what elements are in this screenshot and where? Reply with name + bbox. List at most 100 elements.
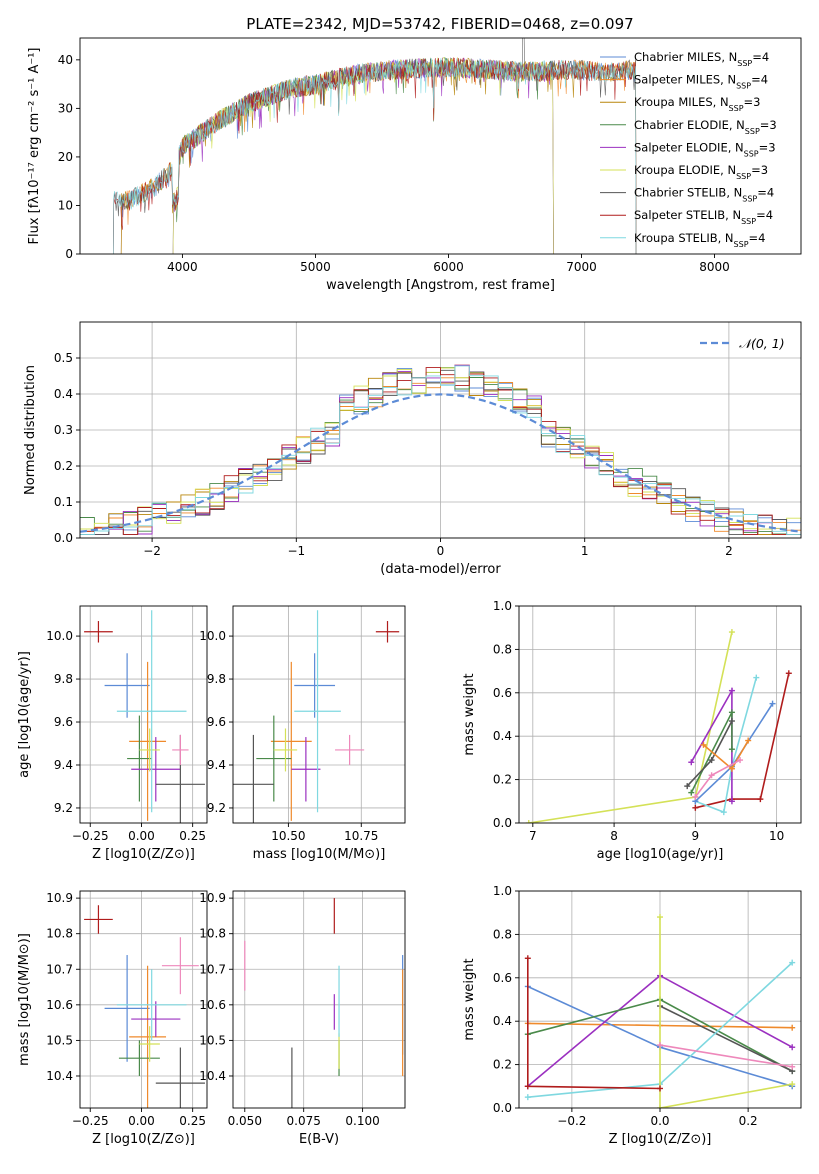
errorbar-point (161, 937, 199, 995)
errorbar-point (375, 621, 400, 643)
legend-entry: Chabrier ELODIE, NSSP=3 (634, 118, 777, 136)
legend-entry-normal: 𝒩(0, 1) (739, 336, 785, 351)
legend-count: =4 (752, 50, 769, 64)
legend-count: =3 (751, 163, 768, 177)
x-tick-label: 1 (581, 544, 589, 558)
legend-entry: Salpeter MILES, NSSP=4 (634, 73, 768, 91)
mass-weight-marker (789, 1081, 796, 1088)
y-tick-label: 9.2 (207, 801, 226, 815)
errorbar-point (155, 1047, 205, 1108)
mass-weight-marker (525, 820, 532, 823)
mass-weight-marker (737, 757, 744, 764)
x-tick-label: −2 (143, 544, 161, 558)
axes-border (232, 605, 406, 824)
mass-weight-line (695, 677, 758, 814)
mass-weight-marker (728, 687, 735, 694)
x-tick-label: 0.00 (128, 1114, 155, 1128)
axes-frame: 4000 5000 6000 7000 8000 0 10 20 30 40 wavelength … (27, 37, 802, 293)
errorbar-point (294, 653, 336, 718)
legend-count: =3 (760, 118, 777, 132)
panel-mass-vs-z: −0.25 0.00 0.25 10.4 10.5 10.6 10.7 10.8 10.9 Z [… (17, 890, 208, 1147)
y-tick-label: 10 (58, 198, 73, 212)
y-tick-label: 9.6 (207, 715, 226, 729)
plot-area (233, 606, 405, 823)
mass-weight-marker (769, 700, 776, 707)
x-axis-label: (data-model)/error (380, 562, 501, 577)
errorbar-point (172, 734, 189, 765)
mass-weight-marker (789, 1063, 796, 1070)
legend-subscript: SSP (744, 149, 759, 158)
x-tick-label: 7000 (566, 260, 597, 274)
y-tick-label: 0.4 (54, 387, 73, 401)
normal-curve (80, 393, 801, 533)
legend-count: =4 (757, 186, 774, 200)
x-tick-label: 8 (610, 829, 618, 843)
axes-frame: −2 −1 0 1 2 0.0 0.1 0.2 0.3 0.4 0.5 (data-model)/er… (23, 321, 802, 577)
y-tick-label: 0.2 (54, 459, 73, 473)
mass-weight-marker (684, 783, 691, 790)
axes-frame: −0.25 0.00 0.25 10.4 10.5 10.6 10.7 10.8 10.9 Z [… (17, 890, 208, 1147)
panel-residuals: −2 −1 0 1 2 0.0 0.1 0.2 0.3 0.4 0.5 (data-model)/er… (23, 321, 802, 577)
axes-frame: 10.50 10.75 9.2 9.4 9.6 9.8 10.0 mass [log10(M/… (199, 605, 406, 862)
y-tick-label: 10.8 (199, 927, 226, 941)
y-tick-label: 10.5 (199, 1033, 226, 1047)
x-tick-label: 10.50 (271, 829, 305, 843)
y-tick-label: 0.3 (54, 423, 73, 437)
figure-title: PLATE=2342, MJD=53742, FIBERID=0468, z=0… (246, 15, 633, 33)
legend-subscript: SSP (745, 126, 760, 135)
mass-weight-line (659, 1044, 793, 1068)
mass-weight-marker (524, 955, 531, 962)
legend-count: =3 (744, 95, 761, 109)
y-tick-label: 9.2 (54, 801, 73, 815)
mass-weight-line (659, 917, 793, 1108)
mass-weight-marker (728, 629, 735, 636)
mass-weight-marker (720, 809, 727, 816)
y-tick-label: 10.7 (46, 962, 73, 976)
y-axis-label: age [log10(age/yr)] (17, 651, 32, 778)
errorbar-point (129, 965, 167, 1108)
x-tick-label: 0.100 (345, 1114, 379, 1128)
y-tick-label: 10.7 (199, 962, 226, 976)
y-tick-label: 0.0 (493, 816, 512, 830)
errorbar-point (294, 610, 341, 813)
x-tick-label: 2 (725, 544, 733, 558)
mass-weight-marker (688, 759, 695, 766)
y-tick-label: 0.0 (493, 1101, 512, 1115)
x-tick-label: 8000 (699, 260, 730, 274)
x-tick-label: 10 (769, 829, 784, 843)
x-tick-label: −1 (287, 544, 305, 558)
y-tick-label: 9.8 (54, 672, 73, 686)
plot-area (519, 891, 801, 1108)
y-tick-label: 0.8 (493, 642, 512, 656)
y-tick-label: 9.6 (54, 715, 73, 729)
y-axis-label: Normed distribution (23, 365, 38, 495)
y-tick-label: 10.4 (46, 1069, 73, 1083)
errorbar-point (233, 734, 274, 823)
x-axis-label: age [log10(age/yr)] (597, 847, 724, 862)
y-tick-label: 10.6 (46, 998, 73, 1012)
y-tick-label: 0.8 (493, 927, 512, 941)
x-tick-label: 0.25 (179, 1114, 206, 1128)
errorbar-point (104, 955, 150, 1062)
mass-weight-marker (728, 718, 735, 725)
errorbar-point (139, 1026, 160, 1062)
y-tick-label: 1.0 (493, 599, 512, 613)
x-tick-label: 0 (437, 544, 445, 558)
y-axis-label: mass [log10(M/M⊙)] (17, 933, 32, 1066)
mass-weight-marker (700, 741, 707, 748)
legend-entry: Salpeter ELODIE, NSSP=3 (634, 140, 776, 158)
mass-weight-marker (657, 1105, 663, 1108)
panel-age-vs-mass: 10.50 10.75 9.2 9.4 9.6 9.8 10.0 mass [log10(M/… (199, 605, 406, 862)
x-axis-label: E(B-V) (299, 1132, 339, 1147)
errorbar-point (139, 728, 160, 772)
legend-count: =4 (756, 208, 773, 222)
legend-subscript: SSP (729, 104, 744, 113)
y-tick-label: 1.0 (493, 884, 512, 898)
x-axis-label: wavelength [Angstrom, rest frame] (326, 278, 555, 293)
panel-age-vs-z: −0.25 0.00 0.25 9.2 9.4 9.6 9.8 10.0 Z [log10(Z/… (17, 605, 208, 862)
legend-subscript: SSP (736, 81, 751, 90)
plot-area (80, 606, 207, 823)
histogram-step-line (80, 367, 801, 535)
y-tick-label: 9.4 (207, 758, 226, 772)
